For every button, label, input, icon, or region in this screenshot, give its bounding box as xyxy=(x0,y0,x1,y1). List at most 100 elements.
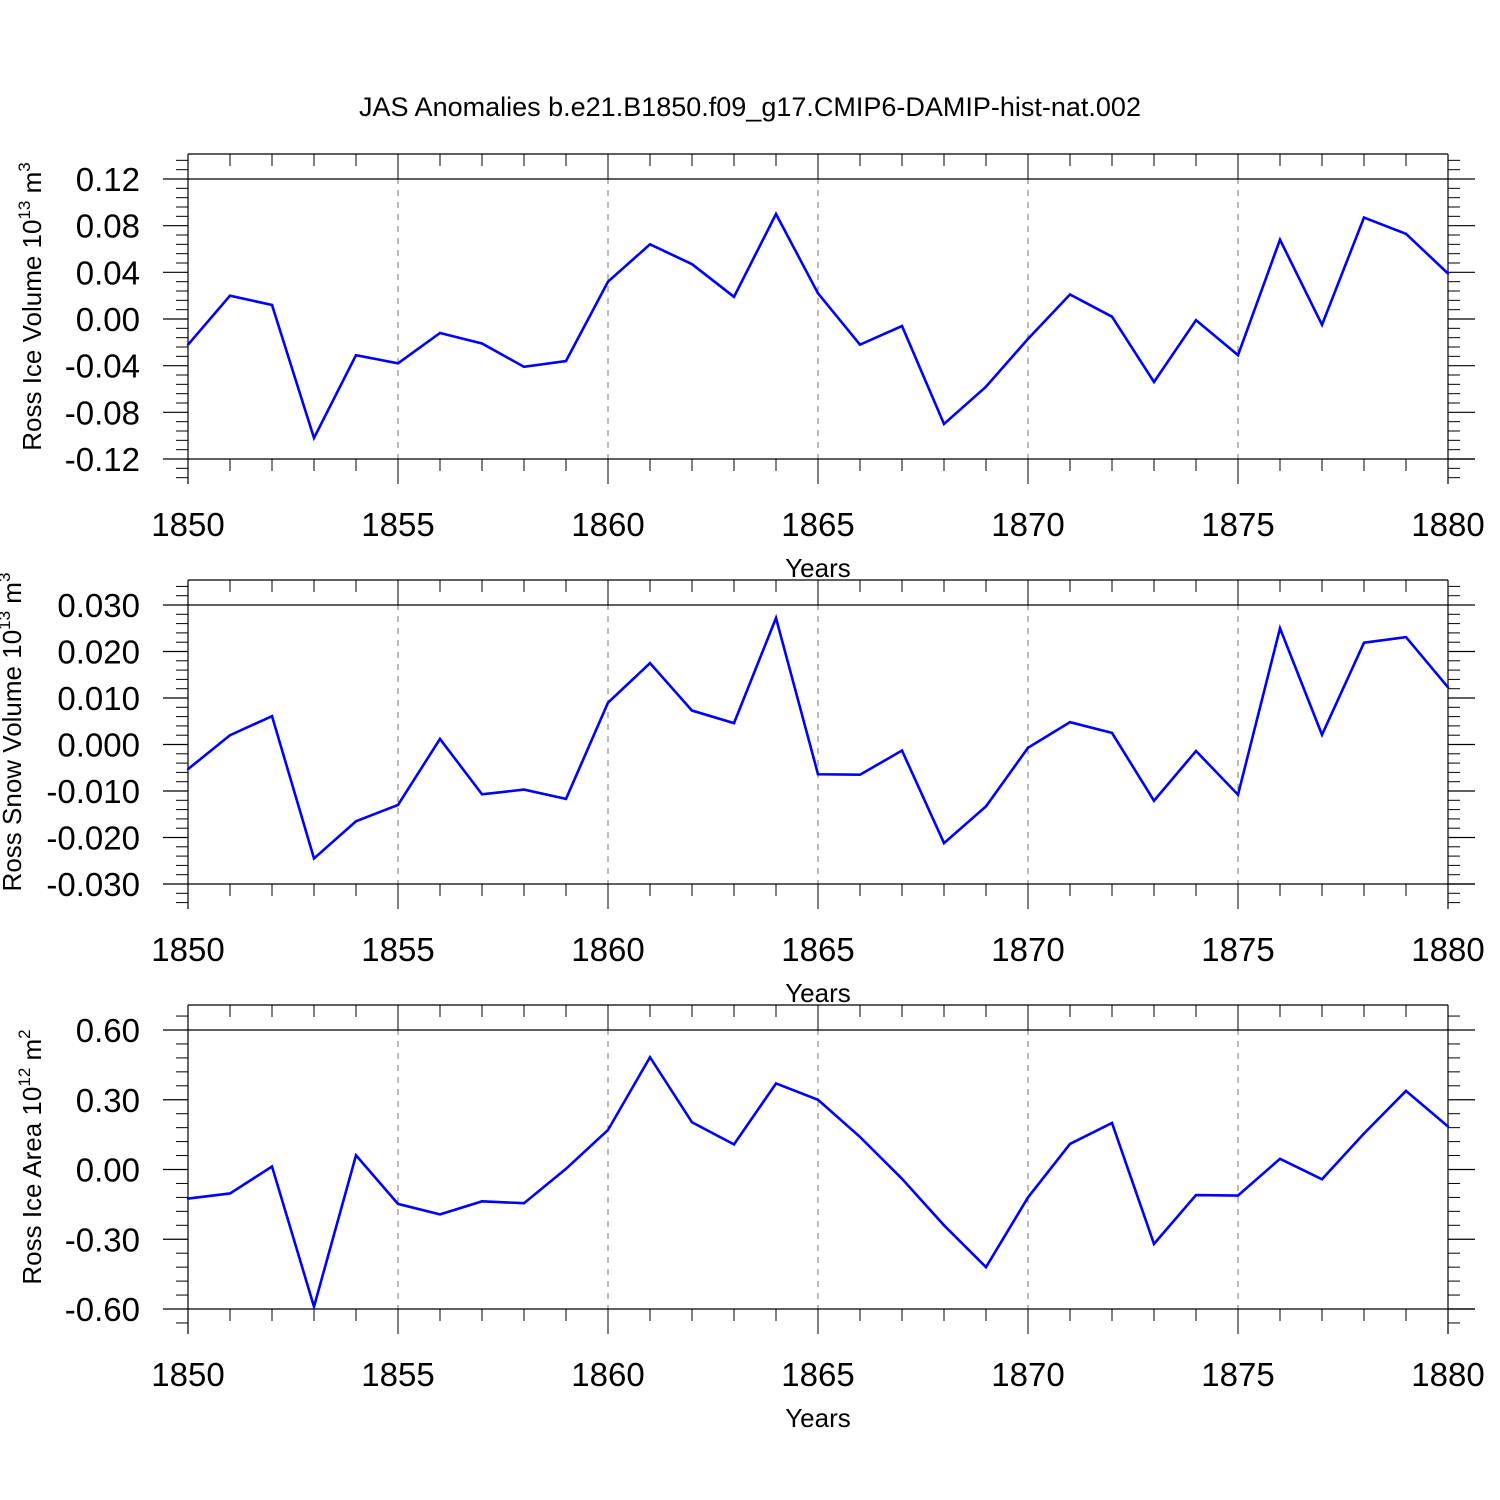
data-point xyxy=(564,1167,568,1171)
data-point xyxy=(900,749,904,752)
data-point xyxy=(648,243,652,246)
data-point xyxy=(480,1200,484,1203)
data-point xyxy=(1068,293,1072,296)
y-axis-title-main: Ross Snow Volume 10 xyxy=(0,630,27,892)
x-tick-label: 1870 xyxy=(991,931,1064,968)
data-point xyxy=(522,1202,526,1205)
data-point xyxy=(480,793,484,796)
data-point xyxy=(606,1128,610,1132)
data-point xyxy=(1362,641,1366,644)
y-tick-label: 0.12 xyxy=(76,161,140,198)
x-tick-label: 1880 xyxy=(1411,1356,1484,1393)
data-point xyxy=(690,709,694,712)
x-tick-label: 1850 xyxy=(151,931,224,968)
data-point xyxy=(186,767,190,771)
data-point xyxy=(1236,1194,1240,1197)
data-point xyxy=(1278,1157,1282,1161)
data-point xyxy=(1320,323,1324,327)
data-point xyxy=(606,280,610,283)
data-point xyxy=(270,714,274,718)
x-tick-label: 1875 xyxy=(1201,931,1274,968)
data-point xyxy=(1110,315,1114,318)
y-tick-label: 0.000 xyxy=(57,727,140,764)
figure-title: JAS Anomalies b.e21.B1850.f09_g17.CMIP6-… xyxy=(359,92,1141,122)
y-tick-label: -0.30 xyxy=(65,1221,140,1258)
x-tick-label: 1875 xyxy=(1201,506,1274,543)
x-tick-label: 1850 xyxy=(151,506,224,543)
data-point xyxy=(690,1121,694,1124)
data-point xyxy=(942,1224,946,1227)
data-point xyxy=(732,1143,736,1146)
y-axis-title-unit: m xyxy=(0,582,27,611)
data-point xyxy=(396,1202,400,1206)
data-point xyxy=(354,820,358,823)
y-axis-title-unit-sup: 3 xyxy=(0,573,14,582)
x-tick-label: 1855 xyxy=(361,931,434,968)
data-point xyxy=(858,1135,862,1139)
data-point xyxy=(816,1098,820,1101)
data-point xyxy=(1026,746,1030,749)
y-tick-label: -0.030 xyxy=(46,866,140,903)
data-point xyxy=(564,359,568,363)
data-point xyxy=(1404,635,1408,639)
data-point xyxy=(186,1197,190,1200)
y-tick-label: 0.010 xyxy=(57,680,140,717)
y-axis-title-sup: 12 xyxy=(15,1068,34,1087)
x-tick-label: 1855 xyxy=(361,1356,434,1393)
data-point xyxy=(1026,1196,1030,1199)
y-tick-label: 0.04 xyxy=(76,254,140,291)
data-point xyxy=(354,353,358,357)
panels: -0.12 -0.08 -0.04 0.00 0.04 0.08 0.12 1850 1855 1… xyxy=(0,153,1485,1433)
data-point xyxy=(522,365,526,369)
data-point xyxy=(984,1265,988,1269)
data-point xyxy=(270,1165,274,1168)
data-point xyxy=(1068,720,1072,724)
data-point xyxy=(942,422,946,426)
y-tick-label: -0.010 xyxy=(46,773,140,810)
x-tick-label: 1870 xyxy=(991,1356,1064,1393)
y-tick-label: 0.00 xyxy=(76,1152,140,1189)
y-axis-title-unit-sup: 2 xyxy=(15,1029,34,1038)
data-point xyxy=(1446,272,1450,275)
data-point xyxy=(984,385,988,388)
y-axis-title-unit: m xyxy=(17,172,47,201)
data-point xyxy=(228,294,232,297)
data-point xyxy=(1110,1121,1114,1125)
x-tick-label: 1860 xyxy=(571,931,644,968)
y-axis-title-main: Ross Ice Area 10 xyxy=(17,1087,47,1285)
x-tick-label: 1870 xyxy=(991,506,1064,543)
data-point xyxy=(1404,232,1408,236)
data-point xyxy=(858,343,862,346)
data-point xyxy=(1194,318,1198,322)
y-tick-label: -0.08 xyxy=(65,394,140,431)
data-point xyxy=(732,721,736,725)
data-point xyxy=(1026,337,1030,341)
data-point xyxy=(228,1192,232,1195)
data-point xyxy=(1110,731,1114,735)
data-point xyxy=(690,262,694,266)
chart-panel-1: -0.12 -0.08 -0.04 0.00 0.04 0.08 0.12 1850 1855 1… xyxy=(15,153,1485,583)
x-tick-label: 1875 xyxy=(1201,1356,1274,1393)
chart-panel-2: -0.030 -0.020 -0.010 0.000 0.010 0.020 0.030 18… xyxy=(0,573,1485,1008)
data-point xyxy=(1320,1178,1324,1181)
data-point xyxy=(1152,380,1156,384)
data-point xyxy=(564,797,568,801)
x-tick-label: 1850 xyxy=(151,1356,224,1393)
x-tick-label: 1855 xyxy=(361,506,434,543)
x-tick-label: 1865 xyxy=(781,931,854,968)
data-point xyxy=(396,803,400,807)
x-axis-title: Years xyxy=(785,1403,851,1433)
data-point xyxy=(480,342,484,345)
data-point xyxy=(942,841,946,845)
data-point xyxy=(1446,686,1450,689)
data-point xyxy=(774,616,778,620)
data-point xyxy=(312,1305,316,1308)
data-point xyxy=(1236,353,1240,357)
data-point xyxy=(1236,793,1240,796)
data-point xyxy=(396,362,400,365)
y-axis-title: Ross Ice Volume 1013 m3 xyxy=(15,162,47,451)
y-tick-label: 0.30 xyxy=(76,1082,140,1119)
data-point xyxy=(984,805,988,808)
y-tick-label: 0.030 xyxy=(57,587,140,624)
data-point xyxy=(354,1154,358,1157)
